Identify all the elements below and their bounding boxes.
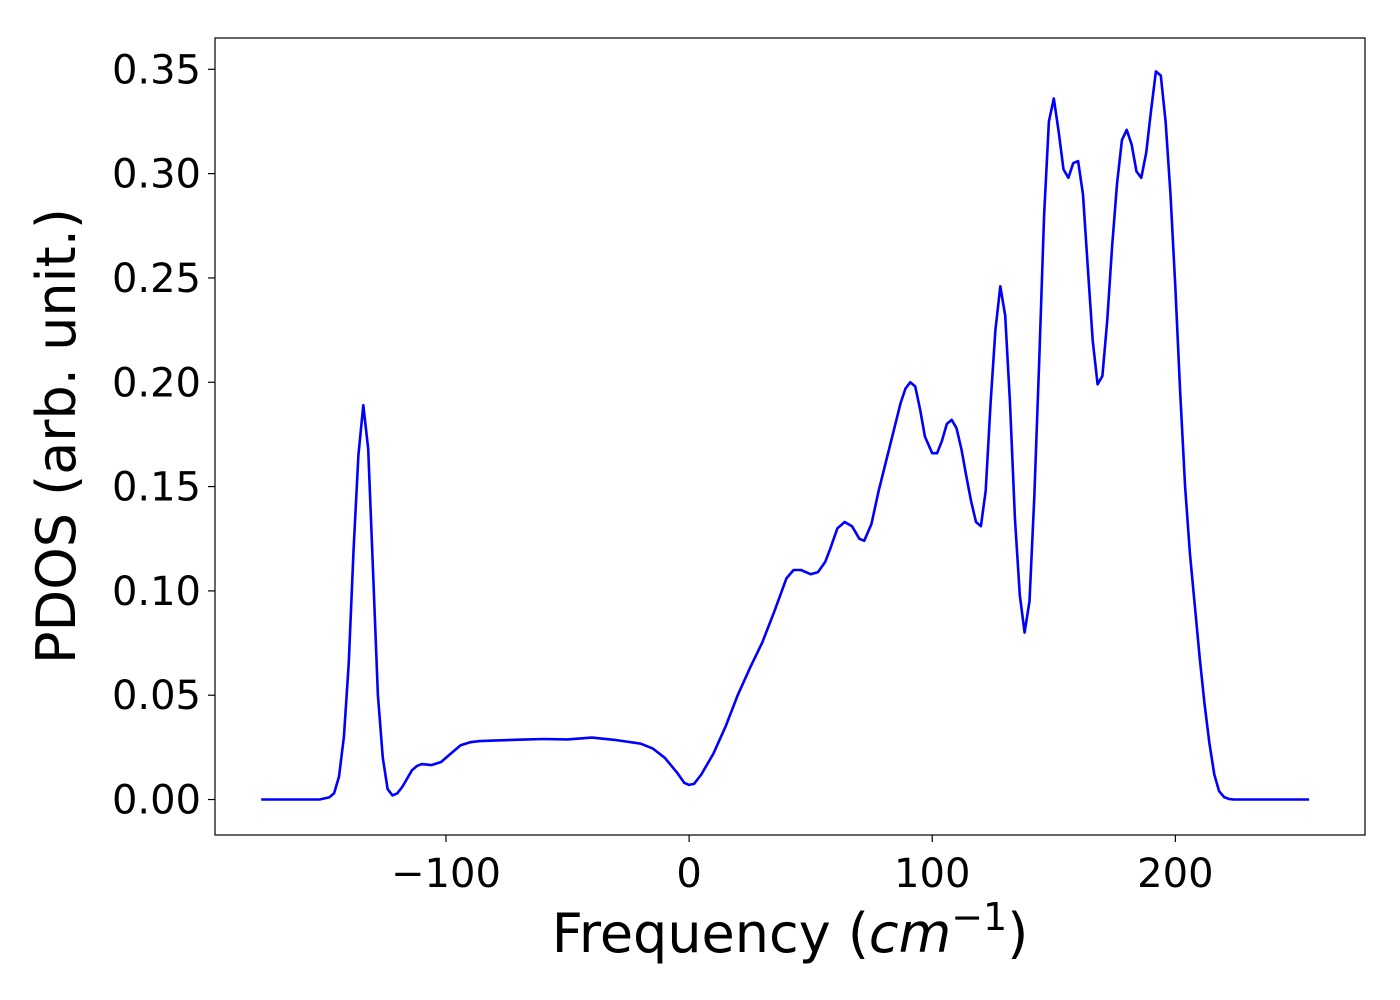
y-tick-label: 0.25 [112, 256, 201, 302]
x-axis-label-exponent: −1 [951, 895, 1007, 939]
x-tick-label: 0 [676, 851, 701, 897]
y-tick-label: 0.30 [112, 152, 201, 198]
x-axis-label: Frequency (cm−1) [552, 895, 1029, 965]
y-tick-label: 0.35 [112, 47, 201, 93]
x-tick-label: 200 [1137, 851, 1213, 897]
y-tick-label: 0.20 [112, 360, 201, 406]
x-axis-label-close: ) [1007, 902, 1028, 965]
y-tick-label: 0.10 [112, 569, 201, 615]
axes-frame [214, 37, 1366, 836]
x-axis-label-unit: cm [869, 902, 951, 965]
y-axis-ticks: 0.00 0.05 0.10 0.15 0.20 0.25 0.30 0.35 [112, 47, 215, 824]
y-tick-label: 0.00 [112, 778, 201, 824]
x-axis-label-text: Frequency ( [552, 902, 869, 965]
plot-area [261, 70, 1310, 801]
x-axis-ticks: −100 0 100 200 [391, 835, 1214, 897]
x-tick-label: 100 [894, 851, 970, 897]
y-tick-label: 0.05 [112, 673, 201, 719]
y-axis-label: PDOS (arb. unit.) [25, 208, 88, 664]
series-line-0 [261, 70, 1310, 801]
x-tick-label: −100 [391, 851, 501, 897]
y-tick-label: 0.15 [112, 465, 201, 511]
